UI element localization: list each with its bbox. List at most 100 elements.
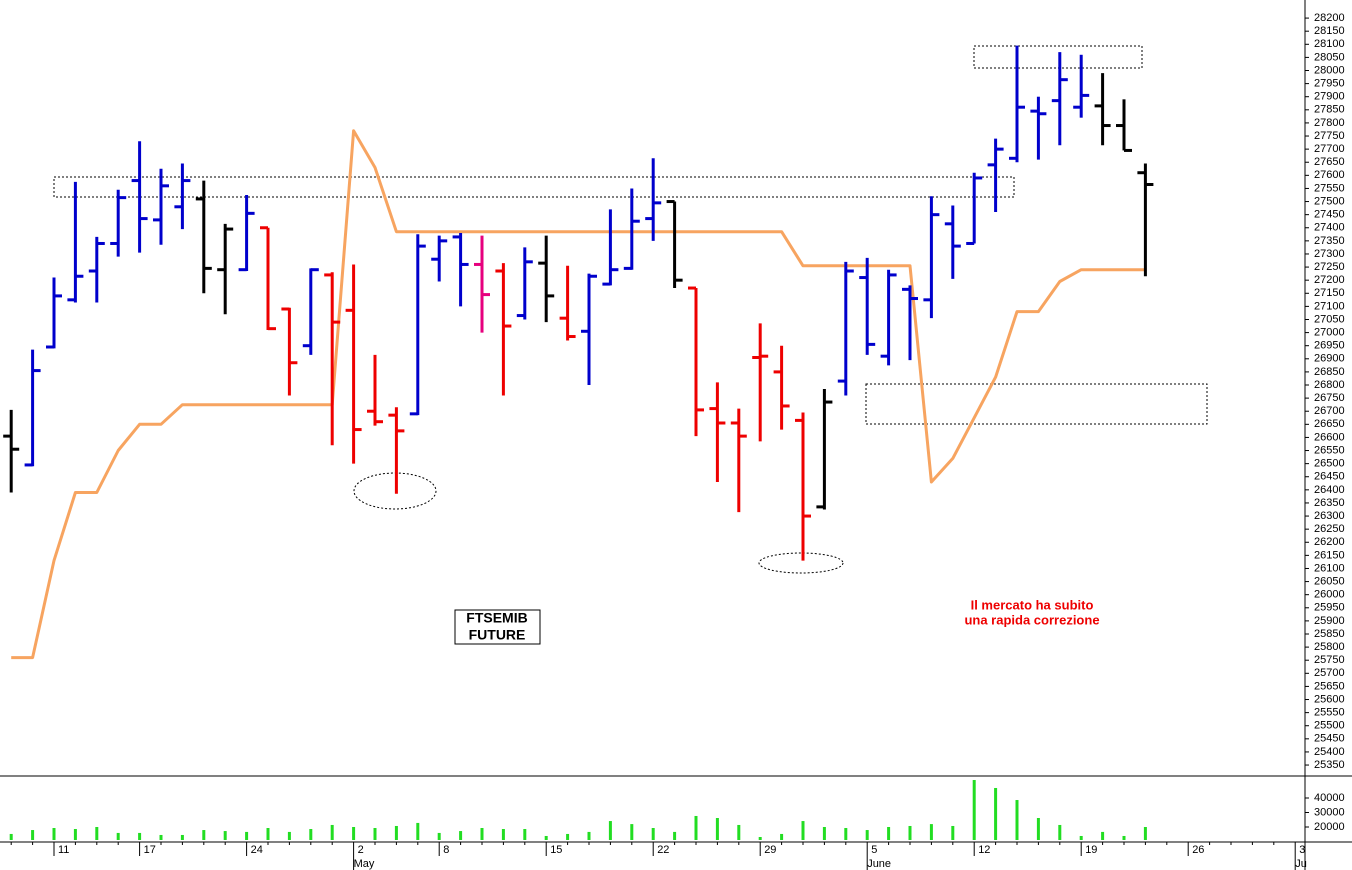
x-tick-label: 3 — [1299, 844, 1305, 856]
volume-bar — [480, 828, 484, 840]
annotation: una rapida correzione — [964, 612, 1099, 627]
volume-bar — [394, 825, 398, 840]
y-tick-label: 27150 — [1314, 287, 1345, 299]
zone-ellipse — [758, 552, 844, 574]
volume-bar — [437, 832, 441, 840]
x-tick-label: 17 — [144, 844, 156, 856]
y-tick-label: 26500 — [1314, 458, 1345, 470]
month-label: June — [867, 858, 891, 870]
volume-bar — [1143, 826, 1147, 840]
volume-bar — [223, 831, 227, 840]
volume-bar — [801, 821, 805, 840]
y-tick-label: 25950 — [1314, 602, 1345, 614]
y-tick-label: 25700 — [1314, 667, 1345, 679]
y-tick-label: 25850 — [1314, 628, 1345, 640]
month-label: May — [354, 858, 375, 870]
y-tick-label: 27950 — [1314, 78, 1345, 90]
y-tick-label: 27750 — [1314, 130, 1345, 142]
volume-bar — [1058, 824, 1062, 840]
volume-bar — [1101, 831, 1105, 840]
stop-line — [11, 129, 1146, 660]
y-tick-label: 27650 — [1314, 156, 1345, 168]
y-tick-label: 27400 — [1314, 222, 1345, 234]
y-tick-label: 26200 — [1314, 536, 1345, 548]
volume-bar — [951, 825, 955, 840]
y-tick-label: 27000 — [1314, 326, 1345, 338]
volume-bar — [159, 834, 163, 840]
y-tick-label: 27450 — [1314, 209, 1345, 221]
y-tick-label: 25600 — [1314, 693, 1345, 705]
label-box — [454, 609, 541, 645]
volume-bar — [1036, 818, 1040, 840]
y-tick-label: 26000 — [1314, 589, 1345, 601]
y-tick-label: 26150 — [1314, 549, 1345, 561]
volume-bar — [929, 824, 933, 840]
volume-bar — [865, 830, 869, 840]
volume-bar — [352, 826, 356, 840]
label-box-text: FTSEMIB — [466, 610, 527, 626]
y-tick-label: 27350 — [1314, 235, 1345, 247]
y-tick-label: 25450 — [1314, 733, 1345, 745]
volume-bar — [52, 828, 56, 840]
y-tick-label: 27550 — [1314, 182, 1345, 194]
y-tick-label: 27300 — [1314, 248, 1345, 260]
volume-bar — [1079, 835, 1083, 840]
y-tick-label: 27500 — [1314, 195, 1345, 207]
volume-bar — [309, 829, 313, 840]
volume-bar — [31, 830, 35, 840]
y-tick-label: 27200 — [1314, 274, 1345, 286]
y-tick-label: 26450 — [1314, 471, 1345, 483]
y-tick-label: 25550 — [1314, 707, 1345, 719]
y-tick-label: 27700 — [1314, 143, 1345, 155]
volume-bar — [972, 780, 976, 840]
volume-bar — [287, 831, 291, 840]
volume-bar — [715, 818, 719, 840]
y-tick-label: 26750 — [1314, 392, 1345, 404]
y-tick-label: 26250 — [1314, 523, 1345, 535]
volume-bar — [1015, 800, 1019, 840]
y-tick-label: 26800 — [1314, 379, 1345, 391]
y-tick-label: 25650 — [1314, 680, 1345, 692]
y-tick-label: 27600 — [1314, 169, 1345, 181]
y-tick-label: 26900 — [1314, 353, 1345, 365]
zone-box — [53, 176, 1015, 198]
y-tick-label: 28050 — [1314, 51, 1345, 63]
volume-tick-label: 40000 — [1314, 792, 1345, 804]
volume-bar — [202, 830, 206, 840]
label-box-text: FUTURE — [469, 627, 526, 643]
x-tick-label: 2 — [358, 844, 364, 856]
volume-bar — [651, 828, 655, 840]
y-tick-label: 26100 — [1314, 562, 1345, 574]
volume-bar — [330, 824, 334, 840]
y-tick-label: 25400 — [1314, 746, 1345, 758]
x-tick-label: 8 — [443, 844, 449, 856]
x-tick-label: 26 — [1192, 844, 1204, 856]
volume-bar — [73, 829, 77, 840]
y-tick-label: 25800 — [1314, 641, 1345, 653]
zone-box — [865, 383, 1208, 425]
y-tick-label: 26950 — [1314, 340, 1345, 352]
volume-bar — [566, 833, 570, 840]
y-tick-label: 27900 — [1314, 91, 1345, 103]
x-tick-label: 5 — [871, 844, 877, 856]
volume-bar — [1122, 835, 1126, 840]
volume-bar — [138, 832, 142, 840]
volume-bar — [116, 832, 120, 840]
y-tick-label: 28000 — [1314, 64, 1345, 76]
annotation: Il mercato ha subito — [971, 597, 1094, 612]
y-tick-label: 28200 — [1314, 12, 1345, 24]
y-tick-label: 26400 — [1314, 484, 1345, 496]
y-tick-label: 28150 — [1314, 25, 1345, 37]
x-tick-label: 15 — [550, 844, 562, 856]
y-tick-label: 27050 — [1314, 313, 1345, 325]
zone-box — [973, 45, 1143, 69]
y-tick-label: 25500 — [1314, 720, 1345, 732]
volume-bar — [245, 831, 249, 840]
volume-bar — [908, 825, 912, 840]
volume-bar — [9, 833, 13, 840]
volume-bar — [373, 828, 377, 840]
volume-bar — [587, 831, 591, 840]
volume-bar — [887, 826, 891, 840]
